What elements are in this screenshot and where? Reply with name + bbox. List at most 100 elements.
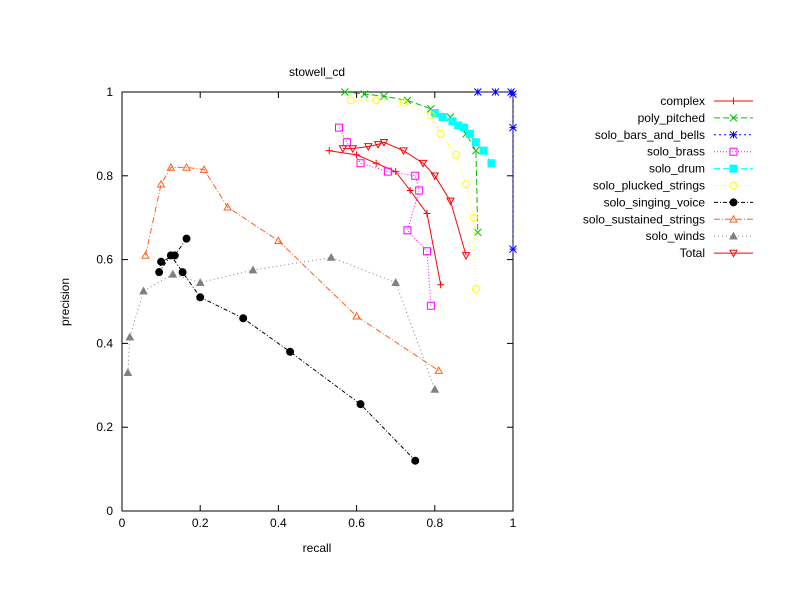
data-point-solo-brass xyxy=(342,138,351,147)
series-solo-brass xyxy=(335,123,435,310)
legend-item-Total: Total xyxy=(680,246,753,260)
legend-label: solo_bars_and_bells xyxy=(595,128,705,142)
data-point-poly-pitched xyxy=(380,92,388,101)
series-poly-pitched xyxy=(341,88,482,237)
data-point-solo-sustained-strings xyxy=(352,311,361,320)
data-point-solo-sustained-strings xyxy=(182,162,191,171)
data-point-solo-drum xyxy=(465,129,474,138)
series-complex xyxy=(325,147,445,289)
data-point-solo-plucked-strings xyxy=(436,129,445,138)
chart-title: stowell_cd xyxy=(289,65,345,79)
y-tick-label: 0.4 xyxy=(96,336,113,350)
data-point-complex xyxy=(406,186,414,194)
data-point-solo-drum xyxy=(471,138,480,147)
data-point-solo-singing-voice xyxy=(178,268,187,277)
y-tick-label: 0.6 xyxy=(96,253,113,267)
data-point-solo-singing-voice xyxy=(239,314,248,323)
series-line-complex xyxy=(329,150,442,285)
legend-label: solo_winds xyxy=(646,229,705,243)
y-tick-label: 0.8 xyxy=(96,169,113,183)
legend-item-solo-drum: solo_drum xyxy=(649,162,753,176)
data-point-solo-bars-and-bells xyxy=(509,90,517,98)
legend-marker xyxy=(730,97,737,105)
data-point-Total xyxy=(363,143,373,151)
legend-marker xyxy=(729,164,738,173)
data-point-complex xyxy=(353,151,361,159)
data-point-solo-singing-voice xyxy=(286,347,295,356)
data-point-solo-sustained-strings xyxy=(434,366,444,374)
data-point-solo-plucked-strings xyxy=(452,150,461,159)
data-point-solo-singing-voice xyxy=(356,400,365,409)
series-line-Total xyxy=(342,141,467,256)
legend-marker xyxy=(729,147,738,156)
data-point-solo-brass xyxy=(415,186,424,195)
axis-ticks: 0 0.2 0.4 0.6 0.8 1 0 0.2 0.4 0.6 0.8 1 xyxy=(96,85,516,530)
data-point-solo-brass xyxy=(426,301,435,310)
data-point-solo-winds xyxy=(125,332,135,341)
data-point-solo-bars-and-bells xyxy=(473,88,482,96)
legend-label: solo_brass xyxy=(647,145,705,159)
data-point-solo-sustained-strings xyxy=(274,236,283,245)
series-solo-drum xyxy=(430,108,496,168)
data-point-solo-winds xyxy=(248,265,258,274)
data-point-poly-pitched xyxy=(472,146,480,155)
data-point-solo-brass xyxy=(335,123,344,132)
data-point-Total xyxy=(430,172,440,181)
legend-marker xyxy=(729,214,738,223)
plot-area-frame xyxy=(121,91,514,512)
legend-label: poly_pitched xyxy=(638,111,705,125)
y-tick-label: 0.2 xyxy=(96,420,113,434)
data-point-solo-brass xyxy=(403,226,412,235)
x-tick-label: 0.8 xyxy=(426,516,443,530)
data-point-solo-drum xyxy=(487,159,496,168)
data-point-solo-drum xyxy=(438,113,447,122)
legend-item-solo-sustained-strings: solo_sustained_strings xyxy=(583,212,753,226)
series-Total xyxy=(338,138,471,260)
series-solo-bars-and-bells xyxy=(473,88,517,253)
legend-marker xyxy=(729,198,738,207)
data-point-solo-singing-voice xyxy=(155,268,164,277)
legend-label: complex xyxy=(660,94,705,108)
data-point-solo-singing-voice xyxy=(411,456,420,465)
legend-label: Total xyxy=(680,246,705,260)
data-point-solo-plucked-strings xyxy=(462,180,471,189)
legend-marker xyxy=(729,249,738,258)
data-point-solo-sustained-strings xyxy=(141,250,150,259)
data-point-Total xyxy=(348,145,358,154)
x-tick-label: 1 xyxy=(510,516,517,530)
x-tick-label: 0.4 xyxy=(270,516,287,530)
data-point-poly-pitched xyxy=(341,88,349,96)
data-point-solo-plucked-strings xyxy=(469,213,478,222)
data-point-solo-winds xyxy=(430,384,440,393)
series-solo-singing-voice xyxy=(155,234,420,465)
data-point-solo-bars-and-bells xyxy=(509,245,517,253)
data-point-poly-pitched xyxy=(473,228,482,237)
data-point-solo-sustained-strings xyxy=(156,179,166,188)
data-point-Total xyxy=(373,141,383,149)
data-point-solo-winds xyxy=(168,269,178,278)
data-point-solo-winds xyxy=(123,368,133,377)
data-point-solo-sustained-strings xyxy=(223,202,232,211)
legend-item-solo-plucked-strings: solo_plucked_strings xyxy=(593,179,753,193)
data-point-solo-winds xyxy=(195,278,205,286)
series-line-poly-pitched xyxy=(344,91,479,233)
data-point-solo-singing-voice xyxy=(182,234,191,243)
legend: complex poly_pitched solo_bars_and_bellsso… xyxy=(583,94,753,260)
series-line-solo-bars-and-bells xyxy=(477,91,514,250)
data-point-complex xyxy=(325,147,333,155)
series-line-solo-sustained-strings xyxy=(145,166,439,372)
data-point-solo-bars-and-bells xyxy=(509,123,517,132)
data-point-solo-sustained-strings xyxy=(166,162,176,171)
series-layer xyxy=(123,88,517,465)
y-tick-label: 1 xyxy=(106,85,113,99)
series-solo-sustained-strings xyxy=(141,162,444,374)
legend-marker xyxy=(729,181,738,190)
x-tick-label: 0.6 xyxy=(348,516,365,530)
data-point-solo-drum xyxy=(430,108,439,117)
data-point-solo-singing-voice xyxy=(166,251,175,260)
data-point-solo-sustained-strings xyxy=(199,164,209,173)
legend-marker xyxy=(729,130,738,139)
legend-label: solo_sustained_strings xyxy=(583,212,705,226)
data-point-solo-plucked-strings xyxy=(426,111,435,120)
